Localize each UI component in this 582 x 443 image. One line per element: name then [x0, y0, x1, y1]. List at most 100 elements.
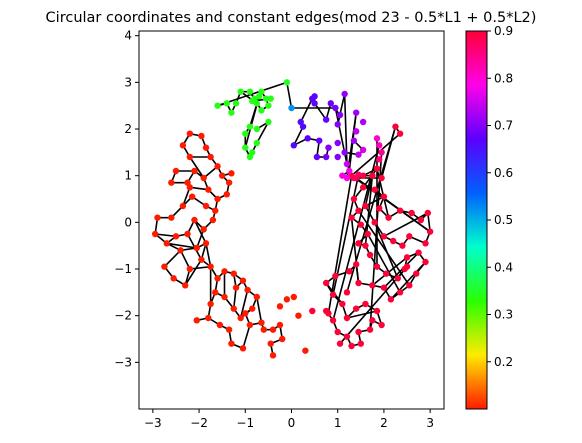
data-point [262, 95, 270, 102]
data-point [172, 233, 180, 240]
data-point [359, 118, 367, 126]
data-point [265, 102, 272, 109]
data-point [214, 275, 221, 282]
data-point [364, 230, 371, 238]
data-point [253, 139, 261, 147]
data-point [179, 202, 187, 210]
data-point [369, 282, 376, 289]
data-point [334, 139, 341, 147]
data-point [336, 340, 344, 347]
edge-line [184, 259, 203, 286]
data-point [396, 130, 404, 137]
data-point [376, 142, 383, 149]
data-point [193, 317, 200, 324]
y-tick-label: −3 [114, 355, 132, 369]
data-point [202, 144, 210, 151]
data-point [336, 111, 344, 119]
data-point [228, 109, 235, 116]
data-point [362, 242, 369, 249]
edge-line [256, 121, 270, 144]
data-point [186, 184, 194, 191]
data-point [205, 186, 212, 193]
edge-line [371, 256, 408, 286]
data-point [290, 293, 298, 301]
edge-line [196, 229, 205, 249]
data-point [283, 79, 291, 86]
data-point [230, 270, 237, 277]
data-point [383, 270, 390, 277]
data-point [170, 275, 177, 282]
edge-line [242, 324, 251, 349]
data-point [246, 88, 254, 95]
data-point [168, 179, 175, 186]
data-point [389, 237, 397, 245]
edge-line [256, 296, 263, 323]
data-point [332, 104, 339, 112]
data-point [244, 286, 251, 294]
data-point [242, 144, 249, 151]
data-point [352, 128, 360, 135]
data-point [239, 345, 247, 352]
data-point [221, 293, 228, 301]
data-point [200, 174, 207, 182]
data-point [334, 121, 341, 128]
data-point [369, 317, 376, 324]
colorbar-tick-label: 0.2 [494, 355, 513, 369]
edge-line [336, 93, 346, 125]
data-point [246, 321, 254, 329]
data-point [297, 118, 304, 126]
data-point [151, 230, 159, 238]
edge-line [350, 217, 360, 284]
data-point [269, 352, 277, 359]
data-point [357, 221, 365, 228]
data-point [253, 125, 261, 133]
data-point [422, 240, 429, 247]
y-tick-label: −1 [114, 262, 132, 276]
data-point [396, 207, 404, 214]
data-point [373, 307, 381, 315]
data-point [366, 326, 374, 333]
data-point [355, 151, 362, 158]
data-point [182, 282, 189, 289]
data-point [237, 314, 244, 322]
edge-line [189, 265, 211, 270]
data-point [258, 319, 265, 326]
data-point [355, 240, 362, 247]
x-tick-label: 2 [380, 416, 388, 430]
data-point [163, 240, 170, 247]
data-point [371, 186, 378, 193]
data-point [355, 207, 362, 214]
data-point [311, 93, 318, 100]
data-point [329, 291, 337, 298]
edge-line [166, 242, 197, 249]
data-point [385, 214, 392, 221]
data-point [283, 296, 291, 303]
data-point [186, 265, 194, 273]
colorbar-tick-label: 0.9 [494, 24, 513, 38]
data-point [396, 289, 404, 296]
edge-line [383, 252, 420, 289]
data-point [230, 305, 237, 312]
data-point [392, 123, 399, 130]
data-point [343, 314, 351, 322]
data-point [341, 90, 348, 98]
data-point [279, 335, 286, 343]
data-point [276, 303, 284, 310]
y-tick-label: 1 [124, 169, 132, 183]
data-point [184, 230, 191, 238]
data-point [202, 240, 210, 247]
data-point [239, 277, 247, 284]
data-point [304, 135, 311, 142]
data-point [223, 100, 231, 107]
data-point [214, 195, 221, 203]
y-tick-label: 2 [124, 122, 132, 136]
y-tick-label: −2 [114, 309, 132, 323]
data-point [255, 93, 263, 100]
edge-line [346, 112, 357, 179]
y-tick-label: 4 [124, 29, 132, 43]
data-point [371, 219, 378, 226]
data-point [376, 156, 383, 163]
data-point [322, 279, 330, 287]
data-point [380, 193, 388, 200]
data-point [339, 172, 346, 179]
